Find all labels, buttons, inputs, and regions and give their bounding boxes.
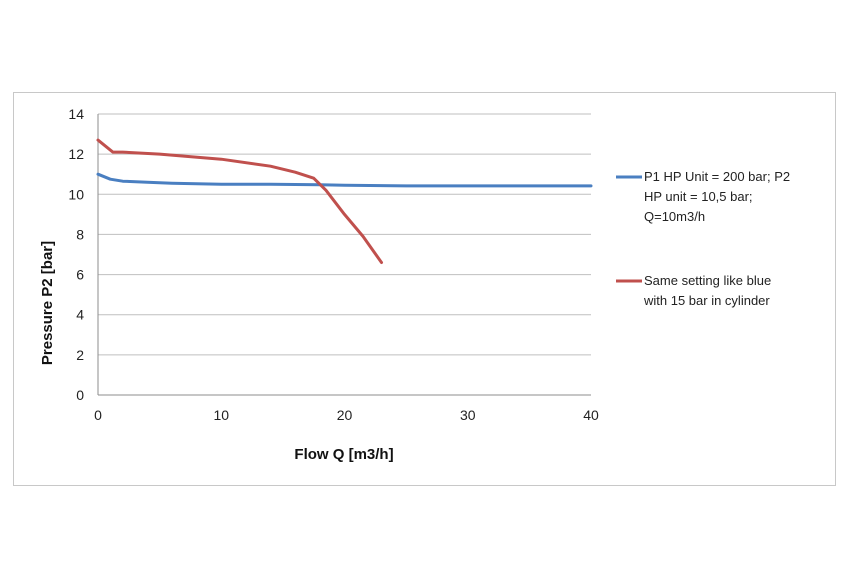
chart-frame: 0 2 4 6 8 10 12 14 0 10 20 30 40 Flow Q [m3/h] Press…: [13, 92, 836, 486]
legend-label: with 15 bar in cylinder: [643, 293, 770, 308]
series-line-1: [96, 172, 593, 188]
x-axis-title: Flow Q [m3/h]: [294, 446, 393, 463]
series-line-2: [96, 138, 383, 264]
x-tick-label: 20: [337, 407, 353, 423]
x-tick-label: 10: [213, 407, 229, 423]
y-tick-label: 14: [68, 106, 84, 122]
tick-labels: 0 2 4 6 8 10 12 14 0 10 20 30 40: [68, 106, 599, 423]
y-tick-label: 8: [76, 226, 84, 242]
legend-label: Q=10m3/h: [644, 209, 705, 224]
y-tick-label: 12: [68, 146, 84, 162]
line-chart: 0 2 4 6 8 10 12 14 0 10 20 30 40 Flow Q [m3/h] Press…: [39, 106, 790, 463]
gridlines: [98, 113, 591, 356]
legend-label: HP unit = 10,5 bar;: [644, 189, 753, 204]
legend-label: Same setting like blue: [644, 273, 771, 288]
x-tick-label: 30: [460, 407, 476, 423]
axes: [97, 114, 591, 396]
series-lines: [96, 138, 593, 264]
legend-item-1: P1 HP Unit = 200 bar; P2 HP unit = 10,5 b…: [616, 169, 790, 224]
x-tick-label: 40: [583, 407, 599, 423]
legend-label: P1 HP Unit = 200 bar; P2: [644, 169, 790, 184]
y-axis-title: Pressure P2 [bar]: [39, 241, 56, 365]
y-tick-label: 4: [76, 307, 84, 323]
y-tick-label: 0: [76, 387, 84, 403]
y-tick-label: 2: [76, 347, 84, 363]
y-tick-label: 6: [76, 267, 84, 283]
x-tick-label: 0: [94, 407, 102, 423]
legend: P1 HP Unit = 200 bar; P2 HP unit = 10,5 b…: [616, 169, 790, 308]
legend-item-2: Same setting like blue with 15 bar in cyl…: [616, 273, 771, 308]
y-tick-label: 10: [68, 186, 84, 202]
